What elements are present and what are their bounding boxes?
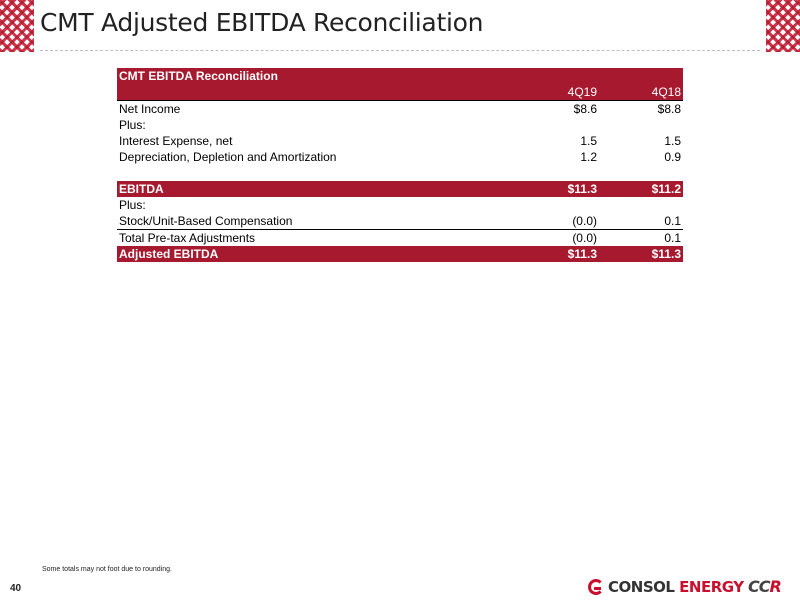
ccr-logo-letters: CC — [748, 577, 771, 596]
row-label: Net Income — [119, 102, 181, 116]
adjusted-ebitda-value-4q18: $11.3 — [629, 246, 683, 262]
row-value-4q19: (0.0) — [572, 231, 597, 245]
row-value-4q18: 1.5 — [664, 134, 681, 148]
decorative-corner-right — [766, 0, 800, 52]
row-value-4q18: 0.1 — [664, 231, 681, 245]
column-header-4q18: 4Q18 — [629, 84, 683, 101]
row-value-4q19: $8.6 — [573, 102, 597, 116]
column-header-4q19: 4Q19 — [545, 84, 599, 101]
table-title-row: CMT EBITDA Reconciliation — [117, 68, 683, 84]
ebitda-row: EBITDA $11.3 $11.2 — [117, 181, 683, 197]
page-number: 40 — [10, 583, 22, 594]
row-value-4q18: $8.8 — [657, 102, 681, 116]
row-value-4q19: (0.0) — [545, 213, 599, 230]
table-title: CMT EBITDA Reconciliation — [117, 68, 683, 84]
table-row: Plus: — [117, 197, 683, 213]
adjusted-ebitda-row: Adjusted EBITDA $11.3 $11.3 — [117, 246, 683, 262]
table-row: Interest Expense, net 1.5 1.5 — [117, 133, 683, 149]
row-value-4q19: 1.5 — [580, 134, 597, 148]
row-label: Depreciation, Depletion and Amortization — [119, 150, 337, 164]
table-row: Plus: — [117, 117, 683, 133]
row-label: Plus: — [119, 118, 146, 132]
row-value-4q19: 1.2 — [580, 150, 597, 164]
energy-logo-word: ENERGY — [679, 578, 744, 596]
page-title: CMT Adjusted EBITDA Reconciliation — [40, 8, 484, 37]
row-label: Plus: — [119, 198, 146, 212]
consol-logo-icon — [588, 579, 604, 595]
ccr-logo: CCR — [748, 577, 794, 597]
row-label: Stock/Unit-Based Compensation — [117, 213, 545, 230]
adjusted-ebitda-value-4q19: $11.3 — [545, 246, 599, 262]
rounding-footnote: Some totals may not foot due to rounding… — [42, 566, 172, 573]
header-label-cell — [117, 84, 545, 101]
table-row: Stock/Unit-Based Compensation (0.0) 0.1 — [117, 213, 683, 230]
row-label: Interest Expense, net — [119, 134, 233, 148]
row-value-4q18: 0.9 — [664, 150, 681, 164]
ccr-logo-r: R — [769, 577, 781, 596]
ebitda-label: EBITDA — [117, 181, 545, 197]
consol-energy-logo: CONSOL ENERGY — [588, 575, 744, 599]
row-label: Total Pre-tax Adjustments — [119, 231, 256, 245]
ebitda-reconciliation-table: CMT EBITDA Reconciliation 4Q19 4Q18 Net … — [117, 68, 683, 262]
table-row: Total Pre-tax Adjustments (0.0) 0.1 — [117, 230, 683, 247]
ebitda-value-4q19: $11.3 — [545, 181, 599, 197]
table-row: Net Income $8.6 $8.8 — [117, 101, 683, 118]
adjusted-ebitda-label: Adjusted EBITDA — [117, 246, 545, 262]
title-divider — [40, 50, 760, 51]
table-row: Depreciation, Depletion and Amortization… — [117, 149, 683, 165]
table-header-row: 4Q19 4Q18 — [117, 84, 683, 101]
decorative-corner-left — [0, 0, 34, 52]
row-value-4q18: 0.1 — [629, 213, 683, 230]
consol-logo-word: CONSOL — [608, 578, 675, 596]
ebitda-value-4q18: $11.2 — [629, 181, 683, 197]
